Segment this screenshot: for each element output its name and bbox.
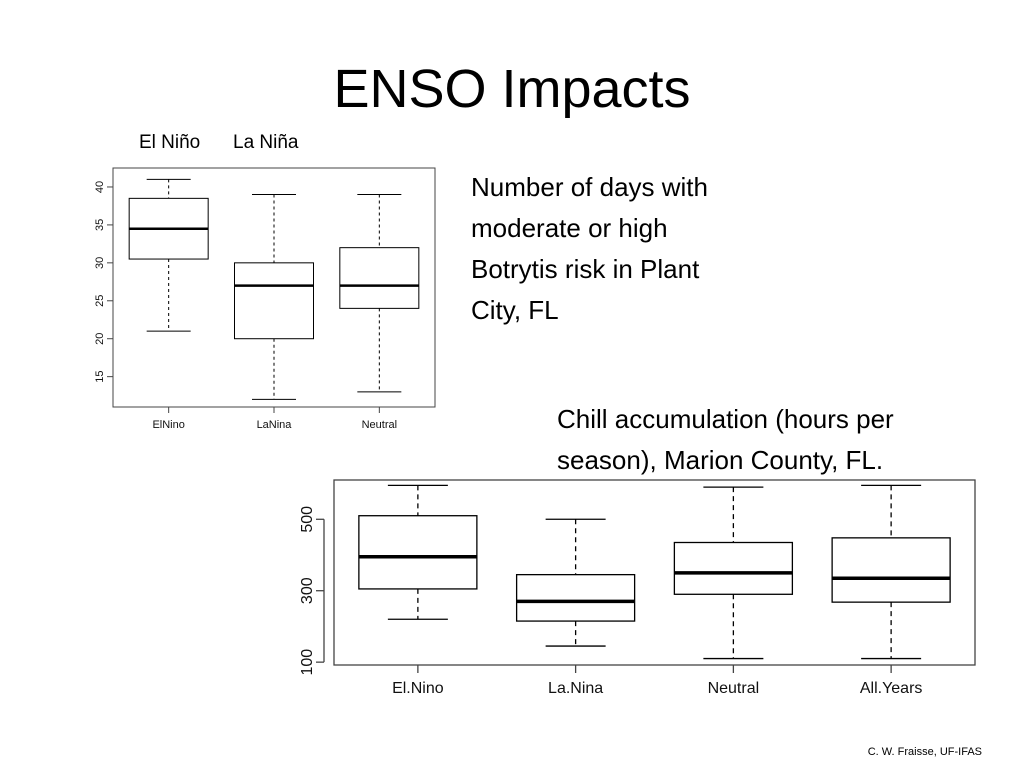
y-tick-label: 300 (299, 577, 316, 604)
y-tick-label: 35 (94, 219, 106, 231)
iqr-box (515, 573, 636, 622)
credit-text: C. W. Fraisse, UF-IFAS (867, 746, 982, 758)
y-tick-label: 25 (94, 295, 106, 307)
el-nino-label: El Niño (139, 132, 201, 153)
y-tick-label: 100 (299, 649, 316, 676)
botrytis-caption-line: City, FL (471, 295, 559, 325)
chill-caption-line: season), Marion County, FL. (557, 445, 884, 475)
x-tick-label: All.Years (860, 680, 923, 697)
x-tick-label: El.Nino (392, 680, 444, 697)
iqr-box (234, 262, 314, 340)
iqr-box (339, 247, 420, 309)
iqr-box (673, 541, 794, 595)
chill-caption: Chill accumulation (hours per season), M… (557, 399, 894, 481)
x-tick-label: Neutral (362, 419, 397, 431)
x-tick-label: ElNino (152, 419, 184, 431)
chill-caption-line: Chill accumulation (hours per (557, 404, 894, 434)
botrytis-caption-line: moderate or high (471, 213, 668, 243)
slide-title: ENSO Impacts (333, 59, 691, 119)
y-tick-label: 20 (94, 333, 106, 345)
botrytis-caption: Number of days with moderate or high Bot… (471, 167, 708, 331)
x-tick-label: La.Nina (548, 680, 603, 697)
y-tick-label: 15 (94, 371, 106, 383)
botrytis-caption-line: Botrytis risk in Plant (471, 254, 700, 284)
y-tick-label: 500 (299, 506, 316, 533)
la-nina-label: La Niña (233, 132, 299, 153)
iqr-box (358, 515, 478, 590)
plot-frame (333, 479, 976, 666)
y-tick-label: 30 (94, 257, 106, 269)
y-tick-label: 40 (94, 181, 106, 193)
iqr-box (831, 537, 951, 603)
x-tick-label: LaNina (257, 419, 293, 431)
botrytis-caption-line: Number of days with (471, 172, 708, 202)
x-tick-label: Neutral (708, 680, 760, 697)
